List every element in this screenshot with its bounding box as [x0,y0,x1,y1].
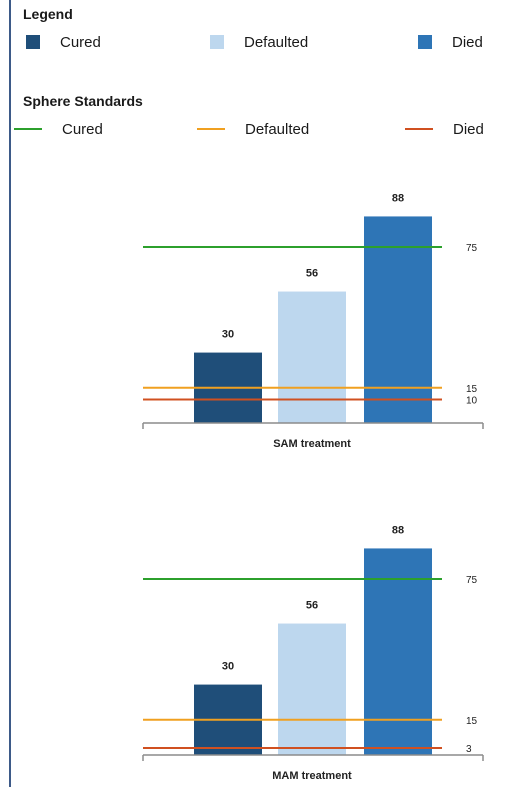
x-axis-label: SAM treatment [273,438,351,450]
standard-item-defaulted: Defaulted [197,119,309,139]
bar-defaulted [278,623,346,755]
legend-title: Legend [23,6,73,22]
standard-value-label-cured: 75 [466,575,478,586]
standard-label-died: Died [453,120,484,138]
bar-value-label-defaulted: 56 [306,268,318,280]
bar-value-label-cured: 30 [222,661,234,673]
standard-value-label-defaulted: 15 [466,716,478,727]
x-axis-label: MAM treatment [272,770,352,782]
standard-label-cured: Cured [62,120,103,138]
legend-row: Cured Defaulted Died [0,32,510,52]
bar-value-label-cured: 30 [222,329,234,341]
mam-treatment-chart: 30 56 88 75 15 3 MAM treatment [142,524,484,782]
standard-value-label-defaulted: 15 [466,384,478,395]
standard-value-label-died: 3 [466,744,472,755]
legend-label-defaulted: Defaulted [244,33,309,51]
legend-label-died: Died [452,33,483,51]
legend-item-cured: Cured [26,32,101,52]
legend-swatch-cured [26,35,40,49]
standard-item-cured: Cured [14,119,103,139]
standard-item-died: Died [405,119,484,139]
standard-label-defaulted: Defaulted [245,120,310,138]
standard-value-label-died: 10 [466,396,478,407]
bar-value-label-died: 88 [392,192,404,204]
legend-label-cured: Cured [60,33,101,51]
legend-swatch-defaulted [210,35,224,49]
legend-swatch-died [418,35,432,49]
standards-title: Sphere Standards [23,93,143,109]
standard-line-defaulted [197,128,225,130]
bar-value-label-defaulted: 56 [306,600,318,612]
bar-value-label-died: 88 [392,524,404,536]
standard-line-cured [14,128,42,130]
bar-defaulted [278,291,346,423]
standards-legend-row: Cured Defaulted Died [0,119,510,139]
legend-item-defaulted: Defaulted [210,32,308,52]
left-border-rule [9,0,11,787]
legend-item-died: Died [418,32,483,52]
standard-value-label-cured: 75 [466,243,478,254]
standard-line-died [405,128,433,130]
